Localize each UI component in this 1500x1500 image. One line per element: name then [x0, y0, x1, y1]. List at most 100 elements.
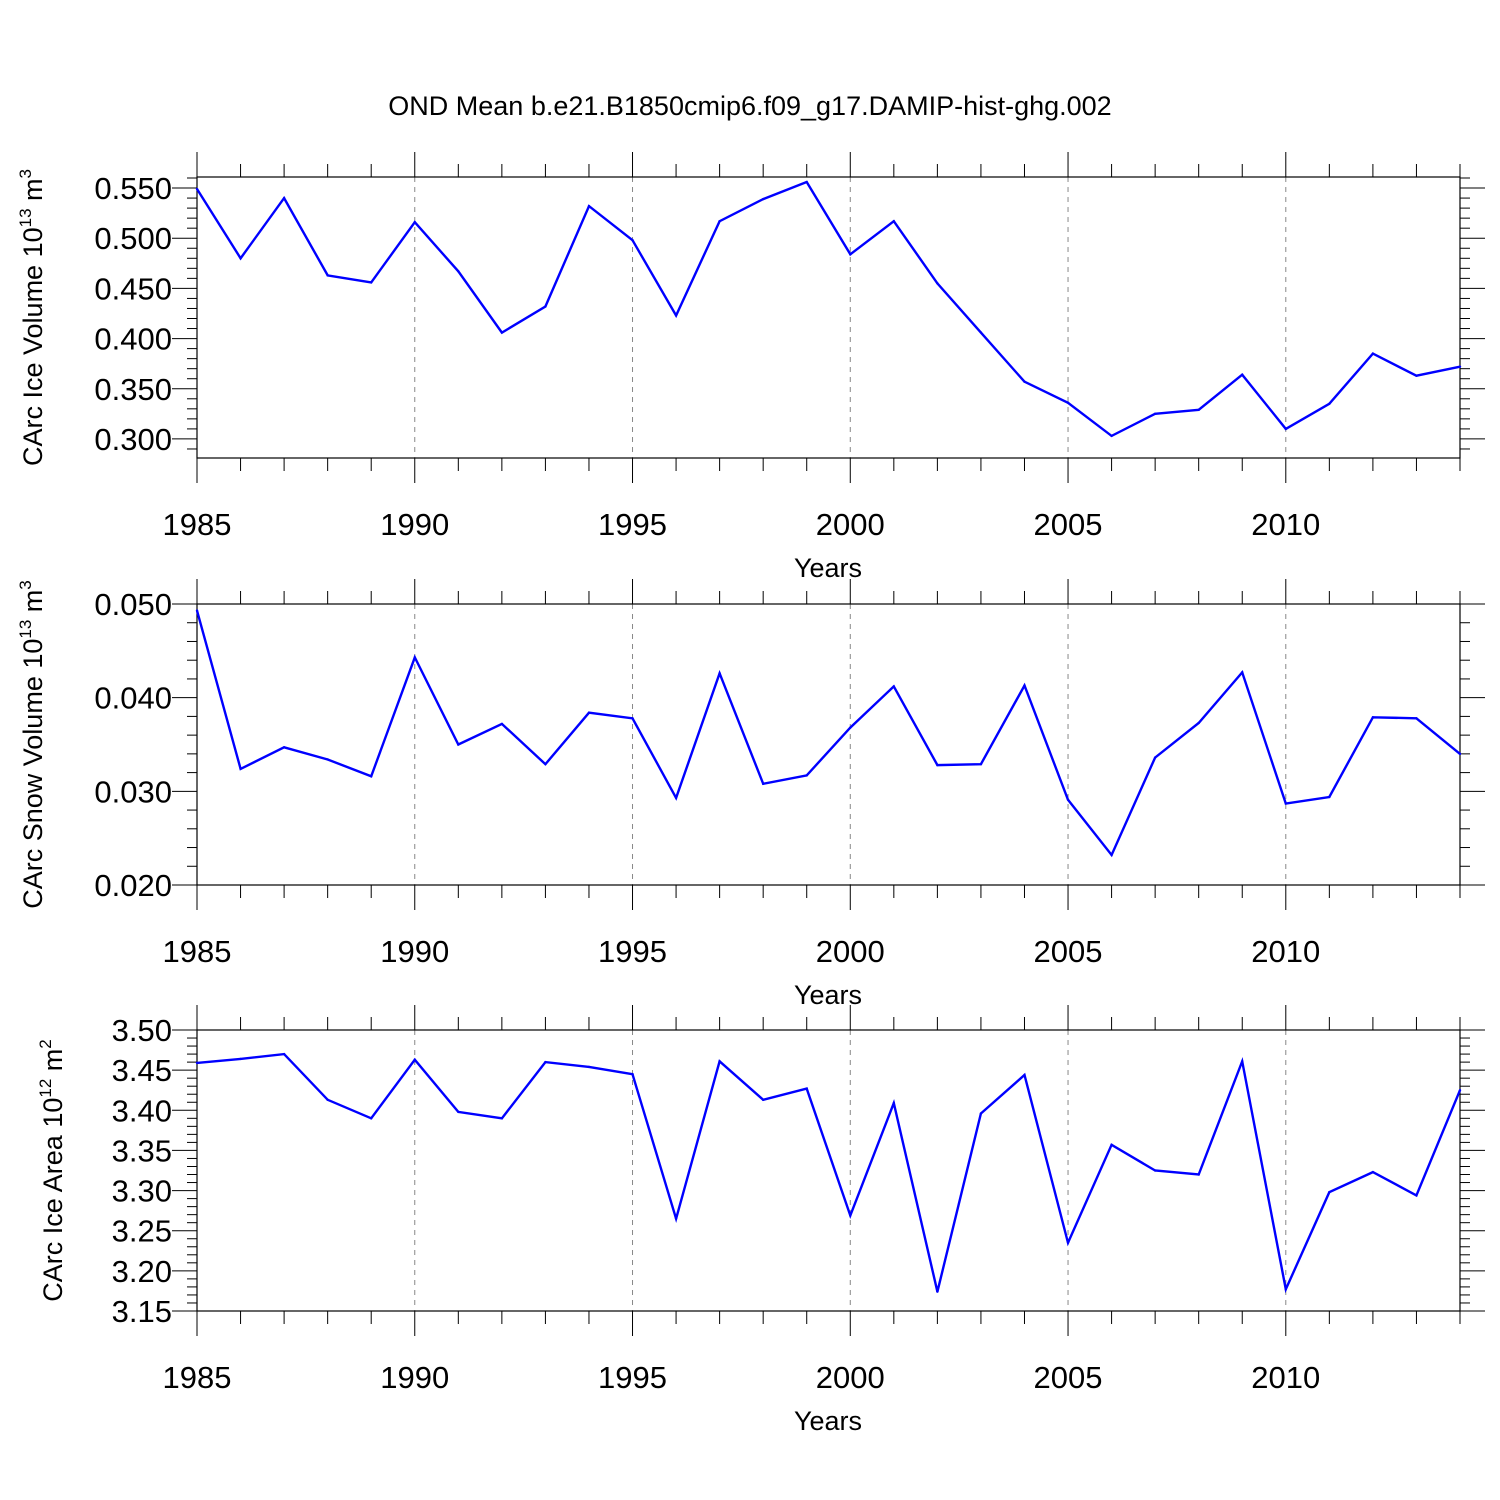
plot-frame — [196, 1029, 1461, 1312]
x-tick-label: 1995 — [598, 934, 667, 969]
y-tick-label: 3.30 — [112, 1174, 172, 1209]
x-tick-label: 2005 — [1034, 1360, 1103, 1395]
data-point — [587, 204, 591, 208]
data-point — [936, 1290, 939, 1293]
y-axis-label: CArc Ice Area 1012 m2 — [36, 1039, 68, 1302]
y-tick-label: 3.45 — [112, 1053, 172, 1088]
x-tick-label: 2010 — [1251, 934, 1320, 969]
data-point — [195, 1061, 199, 1065]
data-point — [326, 1098, 329, 1102]
data-point — [457, 270, 460, 273]
data-point — [1066, 401, 1070, 405]
x-tick-label: 1985 — [163, 1360, 232, 1395]
y-tick-label: 3.50 — [112, 1013, 172, 1048]
data-point — [282, 746, 286, 749]
data-point — [1066, 798, 1070, 801]
data-point — [544, 762, 547, 766]
x-tick-label: 1985 — [163, 507, 232, 542]
chart-panel-2: 0.020 0.030 0.040 0.050 1985 1990 1995 2000 2005… — [16, 579, 1485, 1010]
data-point — [1110, 1143, 1113, 1147]
data-point — [892, 685, 896, 688]
data-point — [761, 782, 765, 786]
x-tick-label: 1990 — [380, 1360, 449, 1395]
x-axis-label: Years — [794, 980, 862, 1010]
data-point — [1328, 795, 1331, 799]
x-tick-label: 1990 — [380, 507, 449, 542]
data-point — [1110, 434, 1113, 438]
data-point — [718, 672, 721, 675]
data-point — [326, 758, 329, 761]
series-line — [195, 610, 1461, 858]
data-point — [1284, 1288, 1287, 1291]
data-point — [1197, 408, 1200, 412]
x-axis-label: Years — [794, 1406, 862, 1436]
data-point — [544, 1060, 547, 1064]
data-point — [761, 1098, 765, 1102]
x-tick-label: 2005 — [1034, 507, 1103, 542]
data-point — [326, 274, 329, 277]
data-point — [936, 282, 939, 285]
x-tick-label: 2005 — [1034, 934, 1103, 969]
data-point — [1284, 802, 1287, 805]
data-point — [457, 1110, 460, 1114]
data-point — [849, 726, 852, 729]
data-point — [1153, 412, 1157, 416]
y-tick-label: 0.550 — [94, 171, 172, 206]
data-point — [1284, 427, 1287, 431]
data-point — [849, 1214, 852, 1217]
data-point — [239, 1057, 242, 1061]
x-tick-label: 1995 — [598, 507, 667, 542]
data-point — [979, 1112, 983, 1115]
data-point — [370, 1117, 373, 1120]
data-point — [1415, 374, 1418, 377]
data-point — [1371, 352, 1375, 355]
data-point — [1023, 1073, 1026, 1077]
x-axis-label: Years — [794, 553, 862, 583]
data-point — [195, 187, 199, 191]
data-point — [1023, 684, 1026, 687]
y-tick-label: 3.40 — [112, 1093, 172, 1128]
data-point — [1197, 1173, 1200, 1176]
data-point — [892, 219, 896, 223]
data-point — [1458, 1089, 1462, 1092]
data-point — [500, 722, 504, 726]
y-axis-label: CArc Ice Volume 1013 m3 — [16, 169, 48, 466]
data-point — [631, 1072, 634, 1076]
data-point — [413, 220, 416, 224]
data-point — [1241, 1060, 1244, 1063]
data-point — [587, 1065, 591, 1069]
data-point — [195, 609, 199, 612]
y-tick-label: 0.050 — [94, 587, 172, 622]
plot-frame — [196, 176, 1461, 459]
plot-frame — [196, 603, 1461, 886]
data-point — [761, 197, 765, 201]
data-point — [892, 1101, 896, 1105]
data-point — [1328, 1190, 1331, 1194]
data-point — [1241, 671, 1244, 674]
data-point — [1023, 380, 1026, 383]
y-tick-label: 0.450 — [94, 271, 172, 306]
data-point — [1371, 1170, 1375, 1174]
data-point — [500, 331, 504, 334]
data-point — [805, 1087, 808, 1090]
data-point — [413, 656, 416, 659]
data-point — [1458, 752, 1462, 756]
data-point — [413, 1058, 416, 1061]
figure-title: OND Mean b.e21.B1850cmip6.f09_g17.DAMIP-… — [388, 91, 1111, 121]
data-point — [936, 763, 939, 767]
data-point — [1328, 402, 1331, 406]
data-point — [587, 711, 591, 714]
data-point — [282, 1052, 286, 1056]
data-point — [631, 239, 634, 242]
data-point — [631, 717, 634, 720]
data-point — [805, 774, 808, 777]
data-point — [718, 219, 721, 223]
data-point — [282, 196, 286, 200]
data-point — [239, 257, 242, 260]
data-point — [849, 253, 852, 256]
data-point — [1415, 1194, 1418, 1197]
x-tick-label: 2010 — [1251, 507, 1320, 542]
y-tick-label: 3.35 — [112, 1133, 172, 1168]
series-line — [196, 1052, 1462, 1294]
